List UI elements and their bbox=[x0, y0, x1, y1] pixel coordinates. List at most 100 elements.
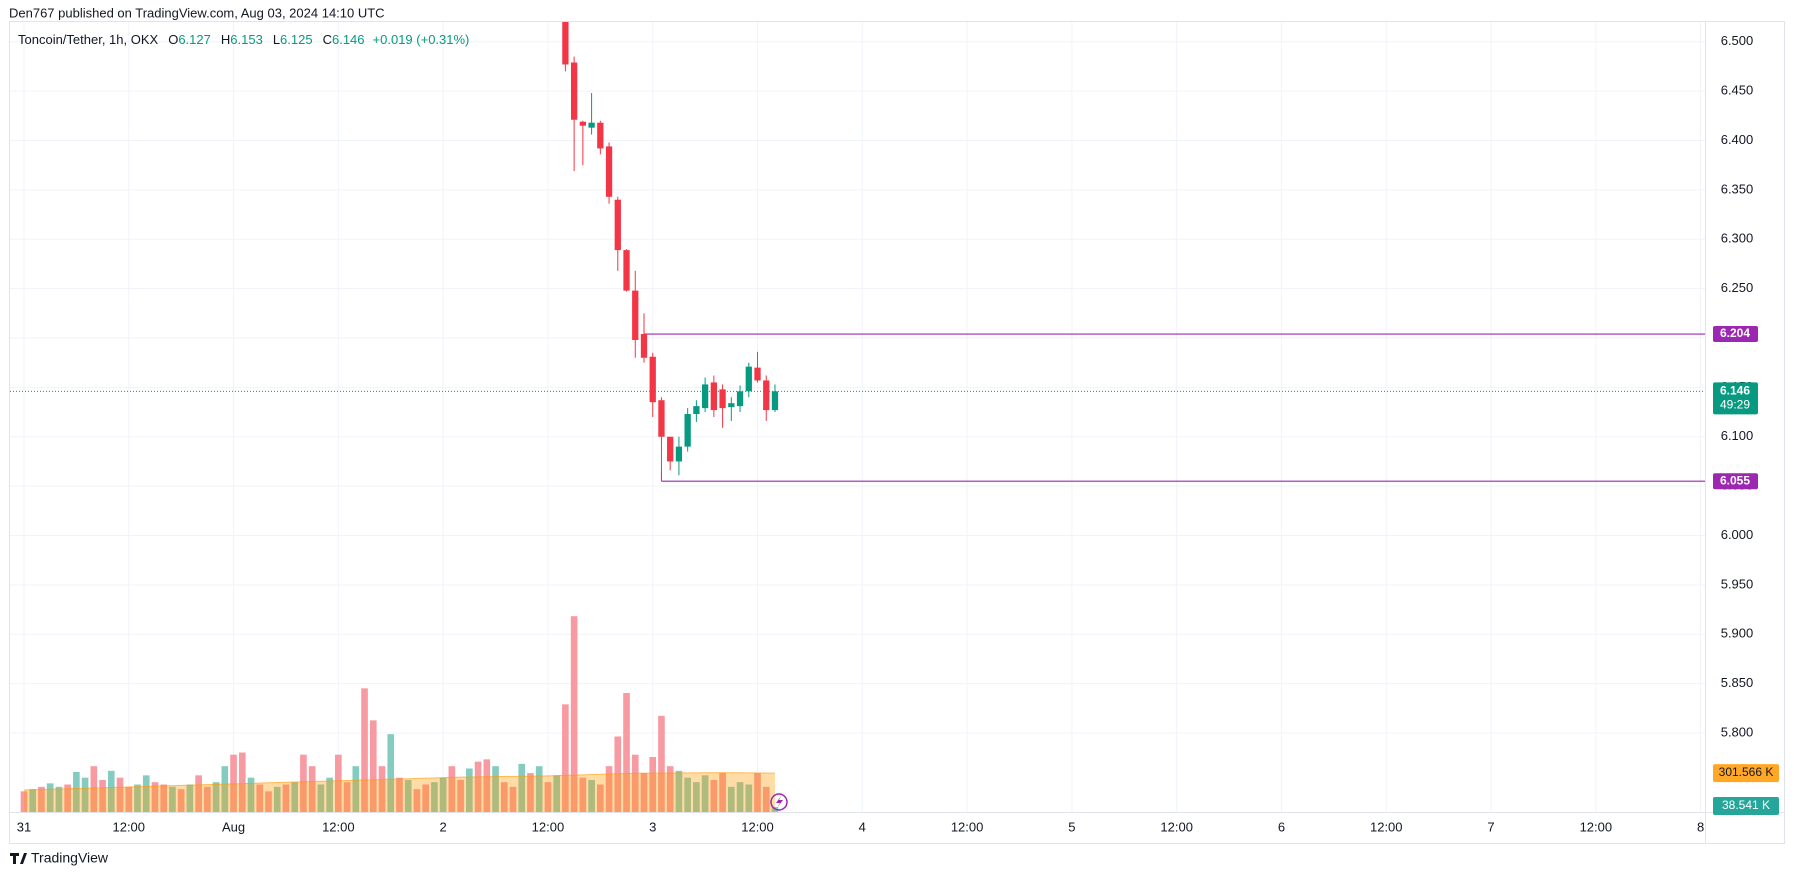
volume-bar bbox=[666, 766, 674, 812]
y-tick-label: 6.400 bbox=[1721, 132, 1754, 147]
volume-bar bbox=[684, 777, 691, 812]
volume-bar bbox=[212, 782, 220, 812]
candle-body bbox=[570, 62, 578, 120]
volume-bar bbox=[431, 782, 438, 812]
volume-bar bbox=[29, 789, 37, 812]
axes: 31 12:00 Aug 12:00 2 12:00 3 12:00 4 12:00 5 12:00 6… bbox=[17, 33, 1779, 834]
x-tick-label: 12:00 bbox=[951, 819, 984, 834]
volume-bar bbox=[387, 734, 395, 812]
legend-field-value: 6.146 bbox=[332, 32, 365, 47]
y-tick-label: 6.100 bbox=[1721, 428, 1754, 443]
volume-bar bbox=[710, 779, 718, 812]
y-tick-label: 6.300 bbox=[1721, 231, 1754, 246]
candle-body bbox=[667, 436, 674, 462]
volume-bar bbox=[335, 754, 342, 812]
volume-bar bbox=[343, 782, 351, 812]
volume-bar bbox=[439, 777, 447, 812]
candle-body bbox=[745, 366, 752, 392]
volume-bar bbox=[693, 782, 700, 812]
volume-bar bbox=[20, 791, 28, 812]
candle-body bbox=[588, 122, 595, 128]
volume-ma-area bbox=[23, 772, 775, 812]
volume-bar bbox=[623, 692, 630, 812]
volume-bar bbox=[125, 786, 133, 812]
x-tick-label: 12:00 bbox=[741, 819, 774, 834]
volume-bar bbox=[195, 775, 202, 812]
volume-bar bbox=[474, 761, 482, 812]
volume-bar bbox=[492, 766, 499, 812]
volume-bar bbox=[151, 782, 159, 812]
x-tick-label: 12:00 bbox=[1160, 819, 1193, 834]
volume-bar bbox=[238, 752, 246, 812]
volume-bar bbox=[317, 784, 325, 812]
y-tick-label: 5.900 bbox=[1721, 626, 1754, 641]
volume-bar bbox=[535, 766, 543, 812]
legend-field-value: 6.153 bbox=[230, 32, 263, 47]
y-tick-label: 6.250 bbox=[1721, 280, 1754, 295]
x-tick-label: 12:00 bbox=[112, 819, 145, 834]
candle-body bbox=[640, 334, 648, 358]
volume-bar bbox=[273, 786, 281, 812]
candle-body bbox=[693, 406, 700, 415]
legend-symbol: Toncoin/Tether, 1h, OKX bbox=[18, 32, 159, 47]
volume-bar bbox=[404, 779, 412, 812]
volume-bar bbox=[483, 759, 491, 812]
volume-bar bbox=[204, 786, 211, 812]
legend-field-value: 6.125 bbox=[280, 32, 313, 47]
volume-bar bbox=[369, 720, 377, 812]
header: Den767 published on TradingView.com, Aug… bbox=[9, 5, 385, 20]
footer-brand: TradingView bbox=[31, 850, 109, 866]
y-tick-label: 5.800 bbox=[1721, 724, 1754, 739]
volume-label-box bbox=[1713, 797, 1779, 815]
y-tick-label: 6.350 bbox=[1721, 181, 1754, 196]
level-label: 6.204 bbox=[1720, 326, 1750, 340]
volume-bar bbox=[640, 773, 648, 812]
x-tick-label: 4 bbox=[859, 819, 866, 834]
volume-label: 38.541 K bbox=[1722, 798, 1770, 812]
x-tick-label: 8 bbox=[1697, 819, 1704, 834]
last-price-box bbox=[1713, 382, 1758, 415]
volume-bar bbox=[300, 754, 307, 812]
legend-change: +0.019 (+0.31%) bbox=[373, 32, 470, 47]
volume-bar bbox=[291, 782, 299, 812]
candle-body bbox=[649, 356, 656, 403]
candle-body bbox=[684, 414, 691, 447]
volume-bar bbox=[579, 777, 587, 812]
logo-mark bbox=[10, 853, 27, 864]
volume-bar bbox=[177, 789, 185, 812]
legend: Toncoin/Tether, 1h, OKX O6.127 H6.153 L6.12… bbox=[18, 32, 469, 47]
volume-bar bbox=[81, 777, 89, 812]
level-label-box bbox=[1713, 326, 1758, 343]
legend-field-value: 6.127 bbox=[178, 32, 211, 47]
candle-body bbox=[771, 391, 779, 411]
candle-body bbox=[579, 121, 587, 126]
y-tick-label: 6.000 bbox=[1721, 527, 1754, 542]
volume-bar bbox=[570, 616, 578, 812]
volume-bar bbox=[247, 777, 255, 812]
alert-icon[interactable] bbox=[770, 793, 788, 811]
volume-bar bbox=[631, 754, 639, 812]
volume-bar bbox=[361, 688, 368, 812]
volume-bar bbox=[221, 766, 229, 812]
volume-bar bbox=[605, 766, 613, 812]
x-tick-label: 12:00 bbox=[532, 819, 565, 834]
frame bbox=[9, 21, 1785, 844]
legend-field-label: L bbox=[273, 32, 280, 47]
y-tick-label: 6.450 bbox=[1721, 83, 1754, 98]
volume-bar bbox=[186, 784, 194, 812]
candle-body bbox=[614, 199, 621, 251]
volume-bar bbox=[466, 768, 473, 812]
volume-bar bbox=[256, 784, 264, 812]
candle-body bbox=[658, 400, 665, 437]
plot bbox=[10, 22, 1705, 812]
candle-body bbox=[754, 367, 761, 381]
legend-field-label: C bbox=[323, 32, 332, 47]
volume-bar bbox=[116, 777, 124, 812]
volume-bar bbox=[46, 783, 54, 812]
y-tick-label: 6.500 bbox=[1721, 33, 1754, 48]
level-label: 6.055 bbox=[1720, 473, 1750, 487]
x-tick-label: 7 bbox=[1487, 819, 1494, 834]
volume-bar bbox=[64, 784, 71, 812]
x-tick-label: Aug bbox=[222, 819, 245, 834]
